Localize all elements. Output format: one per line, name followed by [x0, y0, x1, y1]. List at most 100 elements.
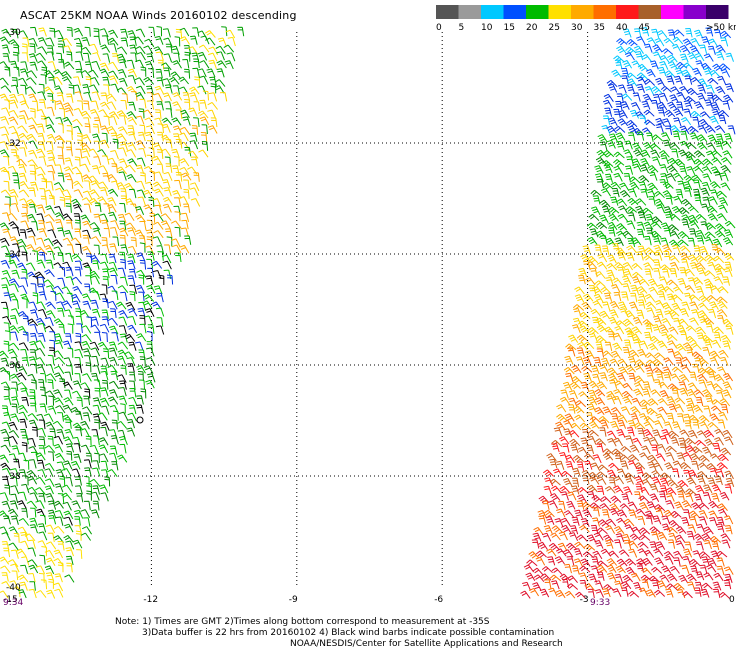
wind-barb: [40, 579, 48, 590]
wind-barb: [135, 85, 146, 95]
wind-barb: [118, 387, 127, 397]
wind-barb: [564, 413, 575, 422]
wind-barb: [110, 132, 119, 142]
wind-barb: [711, 383, 723, 391]
wind-barb: [174, 36, 181, 47]
wind-barb: [205, 30, 216, 38]
wind-barb: [571, 375, 583, 384]
wind-barb: [82, 348, 92, 358]
wind-barb: [573, 558, 584, 567]
wind-barb: [50, 290, 57, 301]
wind-barb: [543, 485, 552, 495]
wind-barb: [136, 189, 146, 199]
legend-label: 15: [504, 23, 515, 33]
wind-barb: [693, 389, 705, 397]
wind-barb: [174, 179, 182, 190]
wind-barb: [19, 469, 27, 479]
wind-barb: [576, 461, 585, 471]
wind-barb: [657, 398, 669, 406]
wind-barb: [18, 163, 27, 173]
wind-barb: [688, 414, 700, 422]
wind-barb: [684, 75, 693, 85]
wind-barb: [156, 26, 162, 37]
wind-barb: [45, 493, 55, 502]
wind-barb: [578, 524, 590, 533]
wind-barb: [84, 123, 91, 134]
wind-barb: [551, 567, 563, 575]
wind-barb: [636, 562, 644, 573]
wind-barb: [724, 436, 734, 446]
wind-barb: [0, 126, 10, 136]
wind-barb: [109, 43, 117, 53]
wind-barb: [630, 406, 641, 414]
wind-barb: [162, 196, 173, 206]
wind-barb: [55, 100, 65, 110]
wind-barb: [72, 539, 83, 549]
wind-barb: [607, 331, 615, 341]
wind-barb: [591, 494, 603, 503]
wind-barb: [215, 45, 226, 54]
wind-barb: [129, 284, 137, 295]
wind-barb: [590, 462, 601, 472]
wind-barb: [29, 581, 36, 591]
wind-barb: [81, 245, 92, 255]
wind-barb: [606, 79, 618, 88]
wind-barb: [46, 141, 54, 151]
wind-barb: [681, 214, 692, 223]
wind-barb: [654, 37, 665, 47]
wind-barb: [65, 219, 73, 230]
wind-barb: [604, 107, 613, 117]
wind-barb: [126, 86, 137, 95]
wind-barb: [8, 421, 18, 431]
wind-barb: [48, 515, 57, 525]
wind-barb: [46, 181, 54, 191]
wind-barb: [645, 515, 653, 525]
wind-barb: [135, 28, 146, 38]
wind-barb: [667, 539, 676, 549]
wind-barb: [8, 508, 19, 517]
wind-barb: [140, 172, 146, 183]
wind-barb: [628, 548, 638, 558]
wind-barb: [9, 580, 19, 590]
wind-barb: [84, 26, 91, 37]
wind-barb: [716, 190, 728, 198]
wind-barb: [701, 334, 713, 343]
wind-barb: [208, 52, 218, 62]
wind-barb: [608, 477, 616, 487]
wind-barb: [44, 445, 56, 453]
wind-barb: [17, 404, 28, 413]
wind-barb: [40, 74, 47, 85]
wind-barb: [637, 515, 646, 526]
wind-barb: [171, 238, 181, 248]
wind-barb: [625, 435, 634, 445]
wind-barb: [29, 61, 38, 71]
wind-barb: [655, 413, 666, 422]
wind-barb: [673, 350, 684, 360]
wind-barb: [82, 406, 93, 415]
wind-barb: [154, 204, 163, 215]
wind-barb: [18, 172, 28, 183]
wind-barb: [665, 452, 675, 462]
wind-barb: [676, 452, 686, 462]
wind-barb: [617, 213, 629, 222]
wind-barb: [615, 320, 627, 327]
wind-barb: [666, 279, 678, 287]
wind-barb: [200, 35, 210, 45]
wind-barb: [55, 187, 65, 197]
wind-barb: [562, 478, 573, 487]
wind-barb: [699, 564, 708, 575]
wind-barb: [720, 533, 731, 542]
wind-barb: [625, 558, 637, 566]
wind-barb: [717, 453, 729, 462]
wind-barb: [606, 125, 617, 134]
wind-barb: [696, 430, 708, 439]
wind-barb: [155, 51, 164, 61]
wind-barb: [226, 52, 236, 62]
wind-barb: [678, 437, 687, 447]
wind-barb: [658, 276, 668, 286]
wind-barb: [11, 570, 19, 581]
wind-barb: [645, 589, 656, 598]
wind-barb: [38, 572, 45, 583]
wind-barb: [610, 407, 622, 416]
wind-barb: [701, 181, 711, 191]
